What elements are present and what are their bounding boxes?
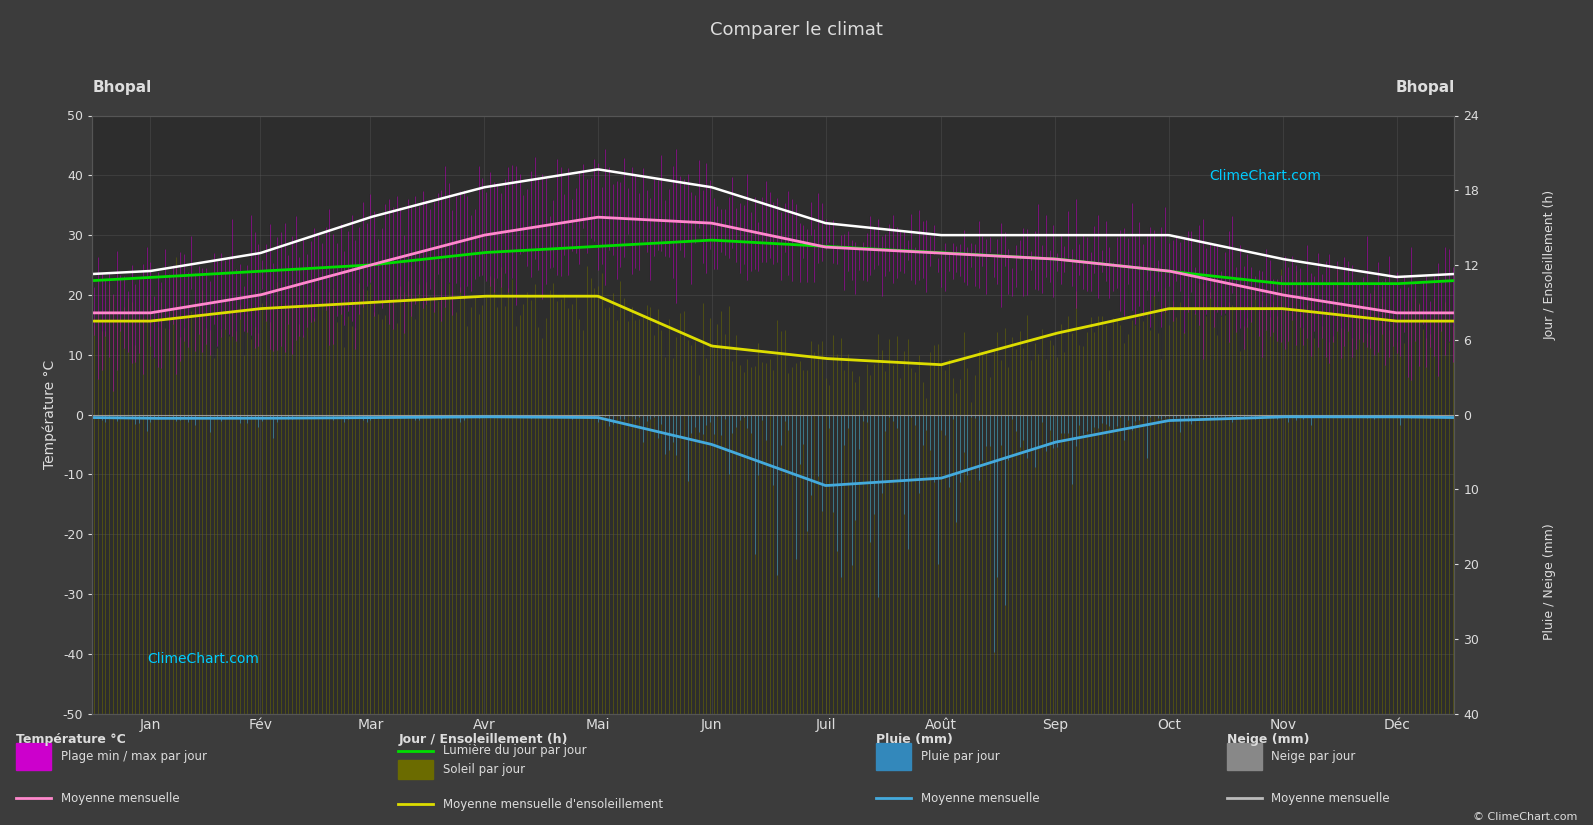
- Text: Pluie / Neige (mm): Pluie / Neige (mm): [1544, 524, 1556, 640]
- Text: Plage min / max par jour: Plage min / max par jour: [61, 750, 207, 763]
- Text: Comparer le climat: Comparer le climat: [710, 21, 883, 39]
- Text: Moyenne mensuelle: Moyenne mensuelle: [921, 792, 1039, 805]
- Text: Moyenne mensuelle: Moyenne mensuelle: [61, 792, 178, 805]
- Text: Soleil par jour: Soleil par jour: [443, 763, 526, 776]
- Text: © ClimeChart.com: © ClimeChart.com: [1472, 812, 1577, 823]
- Bar: [1227, 743, 1262, 770]
- Text: Jour / Ensoleillement (h): Jour / Ensoleillement (h): [398, 733, 567, 746]
- Text: Pluie (mm): Pluie (mm): [876, 733, 953, 746]
- Bar: [876, 743, 911, 770]
- Text: Pluie par jour: Pluie par jour: [921, 750, 999, 763]
- Text: ClimeChart.com: ClimeChart.com: [1209, 169, 1321, 183]
- Text: Neige par jour: Neige par jour: [1271, 750, 1356, 763]
- Text: Moyenne mensuelle: Moyenne mensuelle: [1271, 792, 1389, 805]
- Text: Bhopal: Bhopal: [1395, 79, 1454, 95]
- Text: Jour / Ensoleillement (h): Jour / Ensoleillement (h): [1544, 190, 1556, 340]
- Bar: [16, 743, 51, 770]
- Text: Lumière du jour par jour: Lumière du jour par jour: [443, 744, 586, 757]
- Y-axis label: Température °C: Température °C: [43, 360, 57, 469]
- Text: ClimeChart.com: ClimeChart.com: [147, 652, 258, 666]
- Text: Température °C: Température °C: [16, 733, 126, 746]
- Text: Bhopal: Bhopal: [92, 79, 151, 95]
- Text: Moyenne mensuelle d'ensoleillement: Moyenne mensuelle d'ensoleillement: [443, 798, 663, 811]
- Bar: [398, 761, 433, 780]
- Text: Neige (mm): Neige (mm): [1227, 733, 1309, 746]
